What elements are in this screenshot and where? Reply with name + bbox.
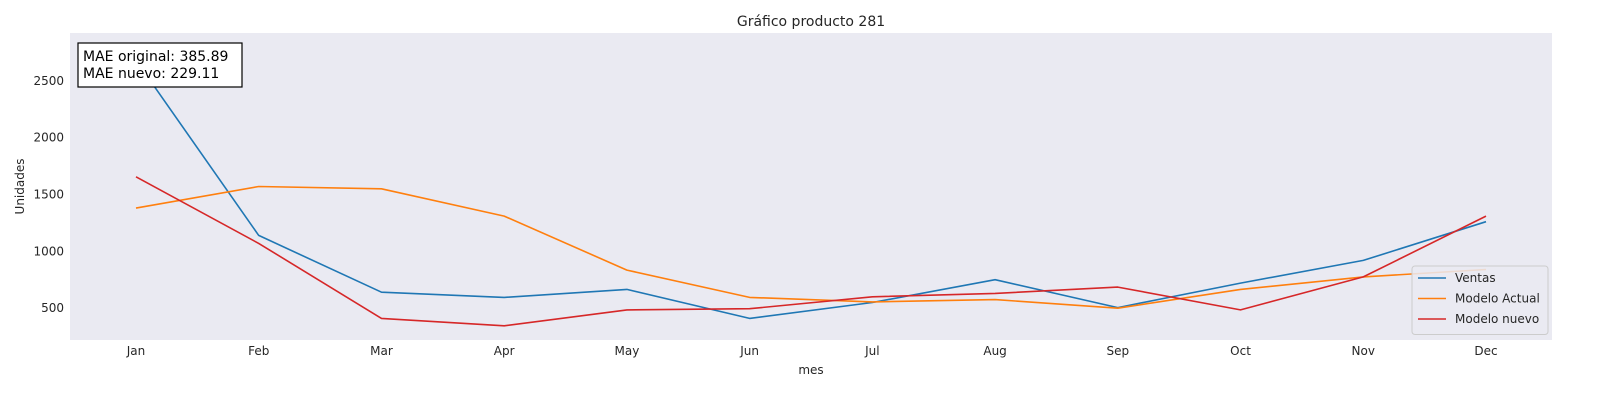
x-axis: Jan Feb Mar Apr May Jun Jul Aug Sep Oct Nov Dec: [126, 344, 1498, 358]
series-layer: [135, 59, 1487, 327]
y-tick-label: 2500: [33, 74, 64, 88]
y-axis: 500 1000 1500 2000 2500: [33, 74, 64, 315]
y-tick-label: 2000: [33, 131, 64, 145]
x-tick-label: Jan: [126, 344, 146, 358]
x-tick-label: Mar: [370, 344, 393, 358]
legend-label-ventas: Ventas: [1455, 271, 1496, 285]
mae-nuevo-text: MAE nuevo: 229.11: [83, 66, 219, 82]
y-axis-label: Unidades: [13, 159, 27, 215]
x-tick-label: Jul: [864, 344, 879, 358]
y-tick-label: 500: [41, 301, 64, 315]
x-tick-label: Oct: [1230, 344, 1251, 358]
x-tick-label: Feb: [248, 344, 269, 358]
series-line-modelo-nuevo: [135, 176, 1487, 327]
series-line-modelo-actual: [135, 185, 1487, 310]
legend-label-modelo-nuevo: Modelo nuevo: [1455, 312, 1539, 326]
y-tick-label: 1000: [33, 244, 64, 258]
x-tick-label: Sep: [1107, 344, 1130, 358]
x-tick-label: May: [615, 344, 640, 358]
x-axis-label: mes: [798, 363, 823, 377]
chart-title: Gráfico producto 281: [737, 14, 885, 30]
plot-area: [70, 33, 1552, 340]
series-line-ventas: [135, 59, 1487, 320]
x-tick-label: Nov: [1352, 344, 1375, 358]
mae-original-text: MAE original: 385.89: [83, 49, 228, 65]
legend-label-modelo-actual: Modelo Actual: [1455, 292, 1540, 306]
legend-box: [1411, 265, 1549, 335]
x-tick-label: Aug: [983, 344, 1006, 358]
x-tick-label: Dec: [1474, 344, 1497, 358]
y-tick-label: 1500: [33, 187, 64, 201]
x-tick-label: Jun: [739, 344, 759, 358]
annotation-box: [77, 42, 243, 88]
x-tick-label: Apr: [494, 344, 515, 358]
mae-annotation: MAE original: 385.89 MAE nuevo: 229.11: [77, 42, 243, 88]
legend: Ventas Modelo Actual Modelo nuevo: [1411, 265, 1549, 335]
